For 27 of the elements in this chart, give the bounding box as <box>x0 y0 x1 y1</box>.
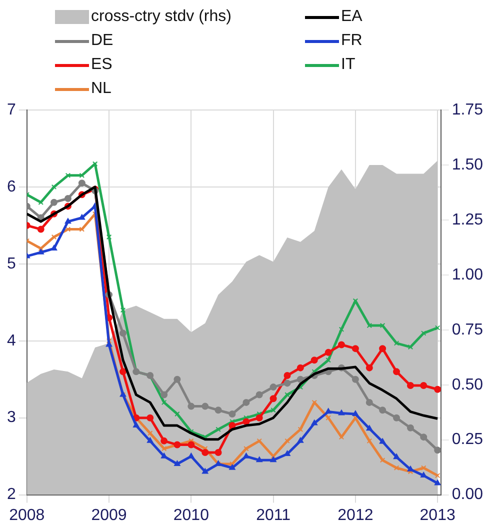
y-tick-label: 2 <box>6 486 16 504</box>
x-tick-label: 2009 <box>91 506 127 524</box>
y-tick-label: 3 <box>6 409 16 426</box>
legend-label: cross-ctry stdv (rhs) <box>91 8 232 26</box>
y-tick-label: 5 <box>6 255 16 272</box>
y2-tick-label: 0.50 <box>452 376 484 394</box>
y2-tick-label: 0.00 <box>452 486 484 504</box>
y2-tick-label: 1.50 <box>452 156 484 174</box>
y2-tick-label: 0.75 <box>452 321 484 338</box>
legend-label: IT <box>341 56 356 74</box>
x-tick-label: 2010 <box>173 506 210 524</box>
legend-label: DE <box>91 32 114 50</box>
y2-tick-label: 1.75 <box>452 101 484 118</box>
legend-label: NL <box>91 80 112 98</box>
y2-tick-label: 0.25 <box>452 431 484 448</box>
y2-tick-label: 1.25 <box>452 211 484 228</box>
x-tick-label: 2011 <box>256 506 291 524</box>
y-tick-label: 6 <box>6 178 16 196</box>
x-tick-label: 2013 <box>420 506 456 524</box>
legend-label: EA <box>341 8 362 26</box>
legend-label: ES <box>91 56 112 74</box>
x-tick-label: 2012 <box>338 506 374 524</box>
y-tick-label: 4 <box>6 332 16 350</box>
x-tick-label: 2008 <box>9 506 45 524</box>
y-tick-label: 7 <box>6 101 16 118</box>
y2-tick-label: 1.00 <box>452 266 484 284</box>
legend-label: FR <box>341 32 362 50</box>
